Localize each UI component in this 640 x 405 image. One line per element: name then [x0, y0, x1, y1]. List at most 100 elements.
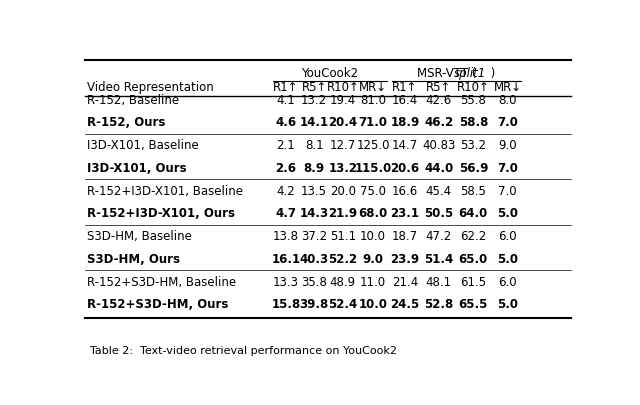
Text: R5↑: R5↑: [426, 81, 451, 94]
Text: 52.2: 52.2: [328, 253, 358, 266]
Text: 51.4: 51.4: [424, 253, 453, 266]
Text: 6.0: 6.0: [498, 276, 517, 289]
Text: 75.0: 75.0: [360, 185, 386, 198]
Text: 14.1: 14.1: [300, 116, 329, 129]
Text: R-152+I3D-X101, Ours: R-152+I3D-X101, Ours: [88, 207, 236, 220]
Text: 52.4: 52.4: [328, 298, 358, 311]
Text: 51.1: 51.1: [330, 230, 356, 243]
Text: 81.0: 81.0: [360, 94, 386, 107]
Text: 2.6: 2.6: [275, 162, 296, 175]
Text: 10.0: 10.0: [360, 230, 386, 243]
Text: R-152, Baseline: R-152, Baseline: [88, 94, 180, 107]
Text: 12.7: 12.7: [330, 139, 356, 152]
Text: S3D-HM, Baseline: S3D-HM, Baseline: [88, 230, 192, 243]
Text: R-152+I3D-X101, Baseline: R-152+I3D-X101, Baseline: [88, 185, 243, 198]
Text: 42.6: 42.6: [426, 94, 452, 107]
Text: S3D-HM, Ours: S3D-HM, Ours: [88, 253, 180, 266]
Text: 18.7: 18.7: [392, 230, 418, 243]
Text: 53.2: 53.2: [460, 139, 486, 152]
Text: 13.3: 13.3: [273, 276, 299, 289]
Text: I3D-X101, Ours: I3D-X101, Ours: [88, 162, 187, 175]
Text: 52.8: 52.8: [424, 298, 453, 311]
Text: 8.9: 8.9: [303, 162, 324, 175]
Text: 8.1: 8.1: [305, 139, 323, 152]
Text: 4.1: 4.1: [276, 94, 295, 107]
Text: 14.3: 14.3: [300, 207, 329, 220]
Text: 65.0: 65.0: [459, 253, 488, 266]
Text: R1↑: R1↑: [273, 81, 299, 94]
Text: 13.8: 13.8: [273, 230, 299, 243]
Text: 16.4: 16.4: [392, 94, 418, 107]
Text: R-152, Ours: R-152, Ours: [88, 116, 166, 129]
Text: 13.2: 13.2: [301, 94, 327, 107]
Text: R-152+S3D-HM, Ours: R-152+S3D-HM, Ours: [88, 298, 229, 311]
Text: 13.5: 13.5: [301, 185, 327, 198]
Text: 40.3: 40.3: [300, 253, 329, 266]
Text: 24.5: 24.5: [390, 298, 419, 311]
Text: 46.2: 46.2: [424, 116, 453, 129]
Text: 20.4: 20.4: [328, 116, 358, 129]
Text: 40.83: 40.83: [422, 139, 455, 152]
Text: 8.0: 8.0: [499, 94, 517, 107]
Text: 2.1: 2.1: [276, 139, 295, 152]
Text: 56.9: 56.9: [459, 162, 488, 175]
Text: 19.4: 19.4: [330, 94, 356, 107]
Text: 23.9: 23.9: [390, 253, 419, 266]
Text: 55.8: 55.8: [460, 94, 486, 107]
Text: MSR-VTT (      ): MSR-VTT ( ): [417, 67, 495, 80]
Text: 48.1: 48.1: [426, 276, 452, 289]
Text: 21.4: 21.4: [392, 276, 418, 289]
Text: 14.7: 14.7: [392, 139, 418, 152]
Text: 15.8: 15.8: [271, 298, 300, 311]
Text: 5.0: 5.0: [497, 253, 518, 266]
Text: 71.0: 71.0: [358, 116, 388, 129]
Text: 115.0: 115.0: [355, 162, 392, 175]
Text: 37.2: 37.2: [301, 230, 327, 243]
Text: 44.0: 44.0: [424, 162, 453, 175]
Text: 13.2: 13.2: [328, 162, 357, 175]
Text: 125.0: 125.0: [356, 139, 390, 152]
Text: MR↓: MR↓: [359, 81, 387, 94]
Text: 35.8: 35.8: [301, 276, 327, 289]
Text: 7.0: 7.0: [497, 162, 518, 175]
Text: 4.7: 4.7: [275, 207, 296, 220]
Text: 9.0: 9.0: [363, 253, 383, 266]
Text: R10↑: R10↑: [457, 81, 490, 94]
Text: 68.0: 68.0: [358, 207, 388, 220]
Text: 20.6: 20.6: [390, 162, 419, 175]
Text: split1: split1: [454, 67, 486, 80]
Text: R10↑: R10↑: [326, 81, 359, 94]
Text: 16.1: 16.1: [271, 253, 300, 266]
Text: R-152+S3D-HM, Baseline: R-152+S3D-HM, Baseline: [88, 276, 237, 289]
Text: 16.6: 16.6: [392, 185, 418, 198]
Text: 64.0: 64.0: [459, 207, 488, 220]
Text: 7.0: 7.0: [497, 116, 518, 129]
Text: 6.0: 6.0: [498, 230, 517, 243]
Text: 5.0: 5.0: [497, 207, 518, 220]
Text: 45.4: 45.4: [426, 185, 452, 198]
Text: 65.5: 65.5: [459, 298, 488, 311]
Text: 9.0: 9.0: [498, 139, 517, 152]
Text: 39.8: 39.8: [300, 298, 329, 311]
Text: 61.5: 61.5: [460, 276, 486, 289]
Text: 20.0: 20.0: [330, 185, 356, 198]
Text: 58.8: 58.8: [459, 116, 488, 129]
Text: YouCook2: YouCook2: [301, 67, 358, 80]
Text: 21.9: 21.9: [328, 207, 358, 220]
Text: 50.5: 50.5: [424, 207, 453, 220]
Text: 11.0: 11.0: [360, 276, 386, 289]
Text: R5↑: R5↑: [301, 81, 327, 94]
Text: 62.2: 62.2: [460, 230, 486, 243]
Text: R1↑: R1↑: [392, 81, 418, 94]
Text: Video Representation: Video Representation: [88, 81, 214, 94]
Text: 5.0: 5.0: [497, 298, 518, 311]
Text: Table 2:  Text-video retrieval performance on YouCook2: Table 2: Text-video retrieval performanc…: [90, 346, 397, 356]
Text: 48.9: 48.9: [330, 276, 356, 289]
Text: 18.9: 18.9: [390, 116, 419, 129]
Text: 4.6: 4.6: [275, 116, 296, 129]
Text: 10.0: 10.0: [358, 298, 388, 311]
Text: 4.2: 4.2: [276, 185, 295, 198]
Text: MR↓: MR↓: [493, 81, 522, 94]
Text: 7.0: 7.0: [498, 185, 517, 198]
Text: 47.2: 47.2: [426, 230, 452, 243]
